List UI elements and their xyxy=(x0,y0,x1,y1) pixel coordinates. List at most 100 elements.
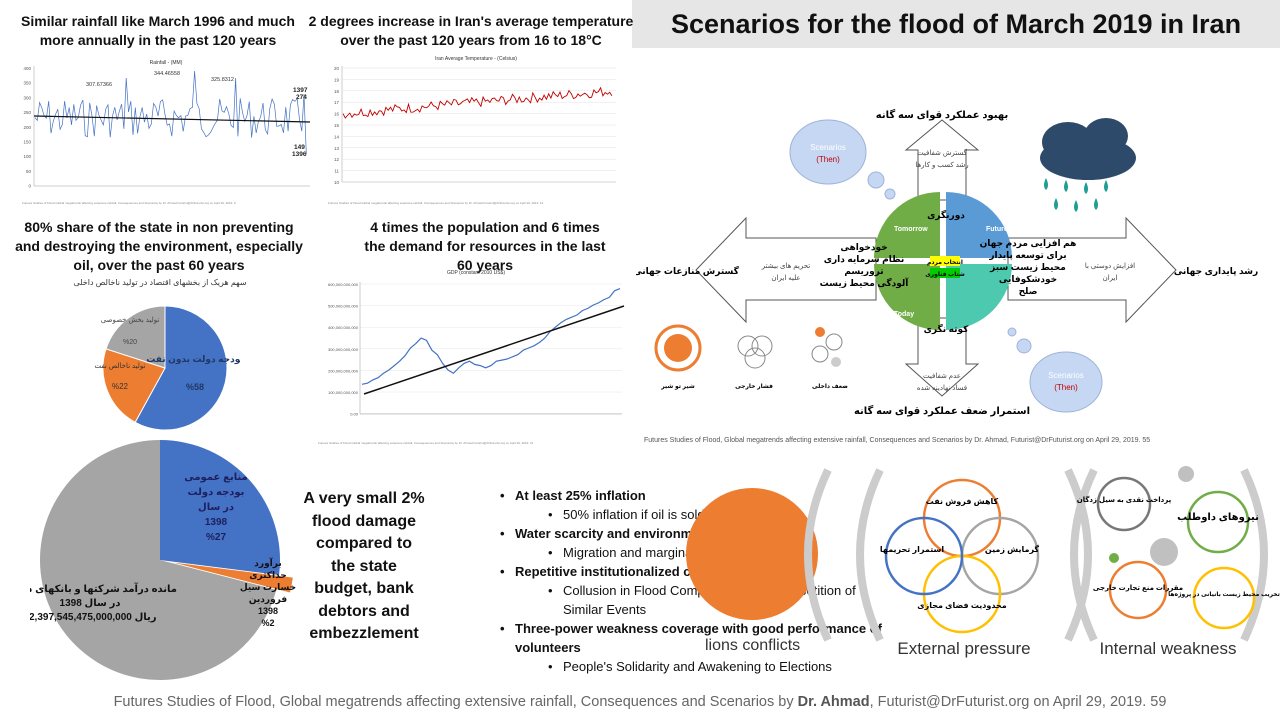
rain-peak-3: 325.8312 xyxy=(211,77,234,83)
rainfall-y-ticks: 400 350 300 250 200 150 100 50 0 xyxy=(23,66,31,189)
gdp-ytick: 100,000,000,000 xyxy=(328,390,359,395)
quadrant-today xyxy=(874,264,940,330)
share-pie-chart: بودجه دولت بدون نفت %58 تولید ناخالص نفت… xyxy=(95,305,240,431)
rain-ytick: 200 xyxy=(23,125,31,130)
quadrant-future xyxy=(946,192,1012,258)
rainfall-series-line xyxy=(34,70,307,155)
share-slice-value-1: %58 xyxy=(186,382,204,392)
budget-pie-slice-1 xyxy=(160,440,280,576)
int-circle-2 xyxy=(1096,476,1152,532)
temp-ytick: 15 xyxy=(334,123,340,128)
right-list-item: محیط زیست سبز xyxy=(989,262,1066,273)
ext-text-1: کاهش فروش نفت xyxy=(926,497,999,507)
budget-blue-line: بودجه دولت xyxy=(188,487,245,498)
rainfall-chart: Rainfall - (MM) 400 350 300 250 200 150 100 50 0… xyxy=(22,60,311,205)
temp-ytick: 12 xyxy=(334,157,340,162)
scenario-bottom-title: استمرار ضعف عملکرد قوای سه گانه xyxy=(854,404,1030,417)
gdp-chart-title: GDP (constant 2010 US$) xyxy=(447,270,505,276)
budget-grey-line: در سال 1398 xyxy=(60,598,121,609)
int-circle-4 xyxy=(1192,566,1256,630)
damage-heading: A very small 2% flood damage compared to… xyxy=(303,490,425,642)
gdp-ytick: 200,000,000,000 xyxy=(328,368,359,373)
center-yellow-text: انتخاب مردم xyxy=(927,259,963,266)
budget-orange-line: 1398 xyxy=(258,606,278,616)
rain-ytick: 150 xyxy=(23,140,31,145)
group-1-label: شیر تو شیر xyxy=(660,384,695,390)
rain-peak-1: 307.67366 xyxy=(86,82,112,88)
scenario-notes: Futures Studies of Flood, Global megatre… xyxy=(644,437,1150,444)
bullet-4-overlap: lions conflicts xyxy=(705,637,801,654)
bullet-1: At least 25% inflation xyxy=(500,486,890,505)
footer: Futures Studies of Flood, Global megatre… xyxy=(0,694,1280,710)
share-slice-label-2: تولید ناخالص نفت xyxy=(95,363,146,370)
ext-text-2: گرمایش زمین xyxy=(985,544,1039,555)
rain-peak-2: 344.46558 xyxy=(154,71,180,77)
budget-orange-line: حداکثری xyxy=(249,570,287,581)
gdp-ytick: 500,000,000,000 xyxy=(328,304,359,309)
ext-circle-2 xyxy=(960,516,1040,596)
center-green-box xyxy=(930,268,960,278)
arrow-down xyxy=(904,317,980,397)
rainfall-heading: Similar rainfall like March 1996 and muc… xyxy=(21,13,295,48)
footer-author: Dr. Ahmad xyxy=(797,694,870,710)
temperature-heading: 2 degrees increase in Iran's average tem… xyxy=(308,13,634,48)
temperature-chart: Iran Average Temperature - (Celsius) 20 1… xyxy=(328,56,616,205)
temp-ytick: 19 xyxy=(334,77,340,82)
share-pie-subtitle: سهم هریک از بخشهای اقتصاد در تولید ناخال… xyxy=(73,278,247,287)
temperature-chart-title: Iran Average Temperature - (Celsius) xyxy=(435,56,517,62)
budget-orange-line: %2 xyxy=(261,618,274,628)
left-list-item: خودخواهی xyxy=(840,242,887,253)
center-green-text: شتاب فناوری xyxy=(925,271,965,278)
ext-circle-3 xyxy=(922,554,1002,634)
gdp-chart: GDP (constant 2010 US$) 600,000,000,000 5… xyxy=(318,270,625,445)
footer-prefix: Futures Studies of Flood, Global megatre… xyxy=(113,694,798,710)
temp-ytick: 11 xyxy=(334,169,339,174)
budget-blue-line: منابع عمومی xyxy=(184,472,248,483)
cloud-bottom-text: Scenarios xyxy=(1048,371,1084,380)
cloud-then-bottom: Scenarios (Then) xyxy=(1007,327,1103,413)
temp-ytick: 14 xyxy=(334,134,340,139)
left-list-item: آلودگی محیط زیست xyxy=(820,277,910,289)
rain-label-274: 274 xyxy=(296,94,307,101)
rain-ytick: 250 xyxy=(23,110,31,115)
share-slice-label-3: تولید بخش خصوصی xyxy=(101,317,160,324)
rainfall-chart-title: Rainfall - (MM) xyxy=(150,60,183,66)
temperature-series-line xyxy=(342,86,613,119)
share-pie-slice-3 xyxy=(105,305,166,369)
left-list-item: تروریسم xyxy=(844,266,883,277)
rain-ytick: 300 xyxy=(23,95,31,100)
quadrant-tomorrow xyxy=(874,192,940,258)
population-heading: 4 times the population and 6 times the d… xyxy=(364,219,606,273)
int-text-4: تخریب محیط زیست بانیانی در پروژه‌ها xyxy=(1168,591,1280,598)
internal-weakness-label: Internal weakness xyxy=(1099,639,1236,658)
int-circle-3 xyxy=(1108,560,1168,620)
int-text-1: نیروهای داوطلب xyxy=(1177,512,1259,523)
ext-text-4: استمرار تحریمها xyxy=(880,545,944,554)
temperature-y-ticks: 20 19 18 17 16 15 14 13 12 11 10 xyxy=(334,66,340,185)
gdp-notes: Futures Studies of Flood Global megatren… xyxy=(318,441,534,445)
bullet-4: Three-power weakness coverage with good … xyxy=(500,619,890,657)
bullet-1a: 50% inflation if oil is sold xyxy=(500,505,890,524)
share-slice-value-2: %22 xyxy=(112,382,129,391)
bullet-4-text: Three-power weakness coverage with good … xyxy=(515,621,882,655)
budget-blue-line: در سال xyxy=(198,502,234,513)
temp-ytick: 16 xyxy=(334,112,340,117)
bullet-4a: People's Solidarity and Awakening to Ele… xyxy=(500,657,890,676)
gdp-ytick: 400,000,000,000 xyxy=(328,325,359,330)
int-bracket-left xyxy=(1070,468,1098,642)
scenario-top-title: بهبود عملکرد قوای سه گانه xyxy=(876,108,1008,121)
rain-ytick: 400 xyxy=(23,66,31,71)
page-title: Scenarios for the flood of March 2019 in… xyxy=(670,8,1242,39)
cloud-top-text: Scenarios xyxy=(810,143,846,152)
bottom-group-3: ضعف داخلی xyxy=(811,327,848,390)
scenario-right-title: رشد پایداری جهانی xyxy=(1174,266,1258,277)
budget-blue-line: 1398 xyxy=(205,517,228,528)
budget-grey-line: 12,397,545,475,000,000 ریال xyxy=(30,612,157,623)
share-slice-label-1: بودجه دولت بدون نفت xyxy=(146,354,240,365)
budget-grey-line: مانده درآمد شرکتها و بانکهای دولتی xyxy=(30,582,177,595)
arrow-down-line2: فساد نهادینه شده xyxy=(917,385,967,392)
temp-ytick: 20 xyxy=(334,66,340,71)
arrow-left-line2: علیه ایران xyxy=(771,275,800,282)
share-slice-value-3: %20 xyxy=(123,339,137,346)
right-list-item: برای توسعه پایدار xyxy=(988,250,1066,261)
